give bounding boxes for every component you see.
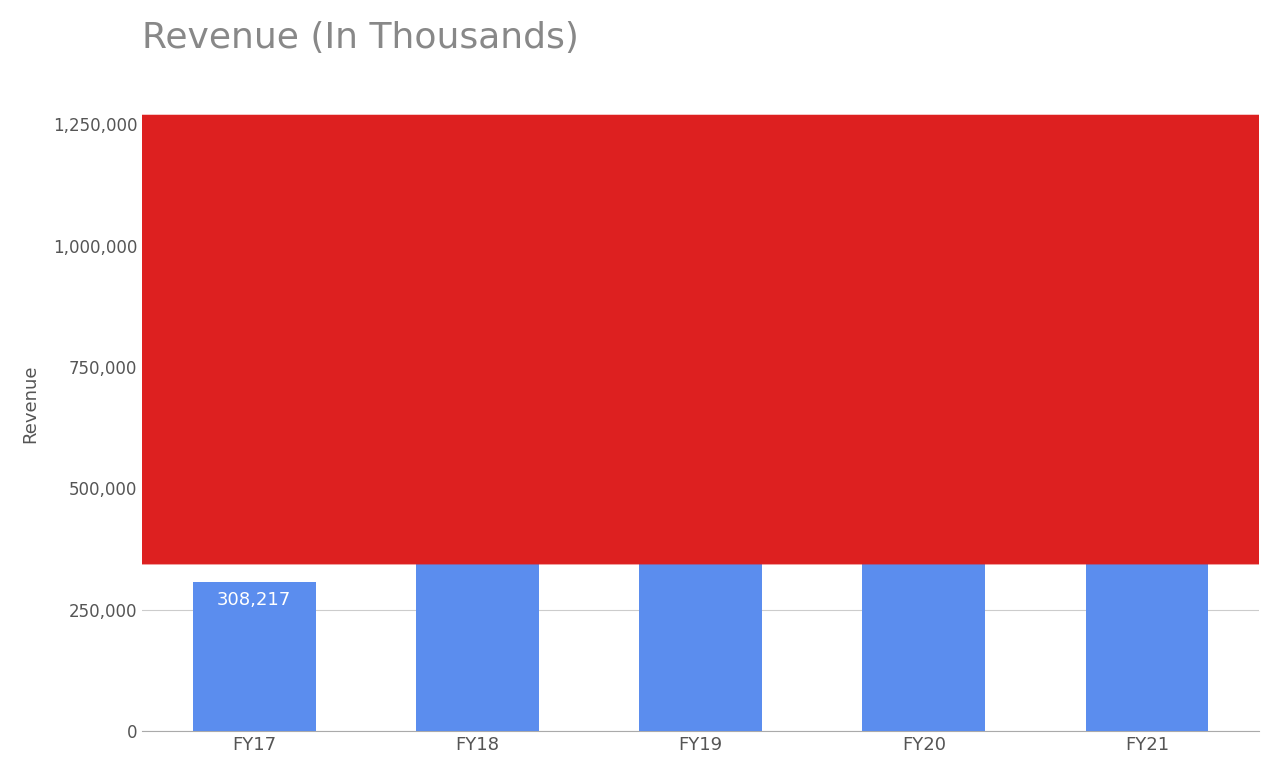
Bar (1085, 150, 1208, 732)
Text: Revenue (In Thousands): Revenue (In Thousands) (142, 21, 579, 55)
Bar (863, 326, 986, 732)
Bar (416, 499, 539, 732)
Y-axis label: Revenue: Revenue (20, 364, 38, 443)
Text: 836,033: 836,033 (887, 350, 961, 367)
Bar (193, 581, 316, 732)
FancyArrow shape (0, 115, 1280, 563)
Bar (639, 410, 762, 732)
Text: 308,217: 308,217 (218, 591, 292, 608)
Text: +40.37% CAGR: +40.37% CAGR (460, 270, 636, 371)
Text: 477,294: 477,294 (440, 513, 515, 532)
Text: 661,058: 661,058 (663, 429, 737, 447)
Text: 1,196,467: 1,196,467 (1101, 185, 1193, 203)
